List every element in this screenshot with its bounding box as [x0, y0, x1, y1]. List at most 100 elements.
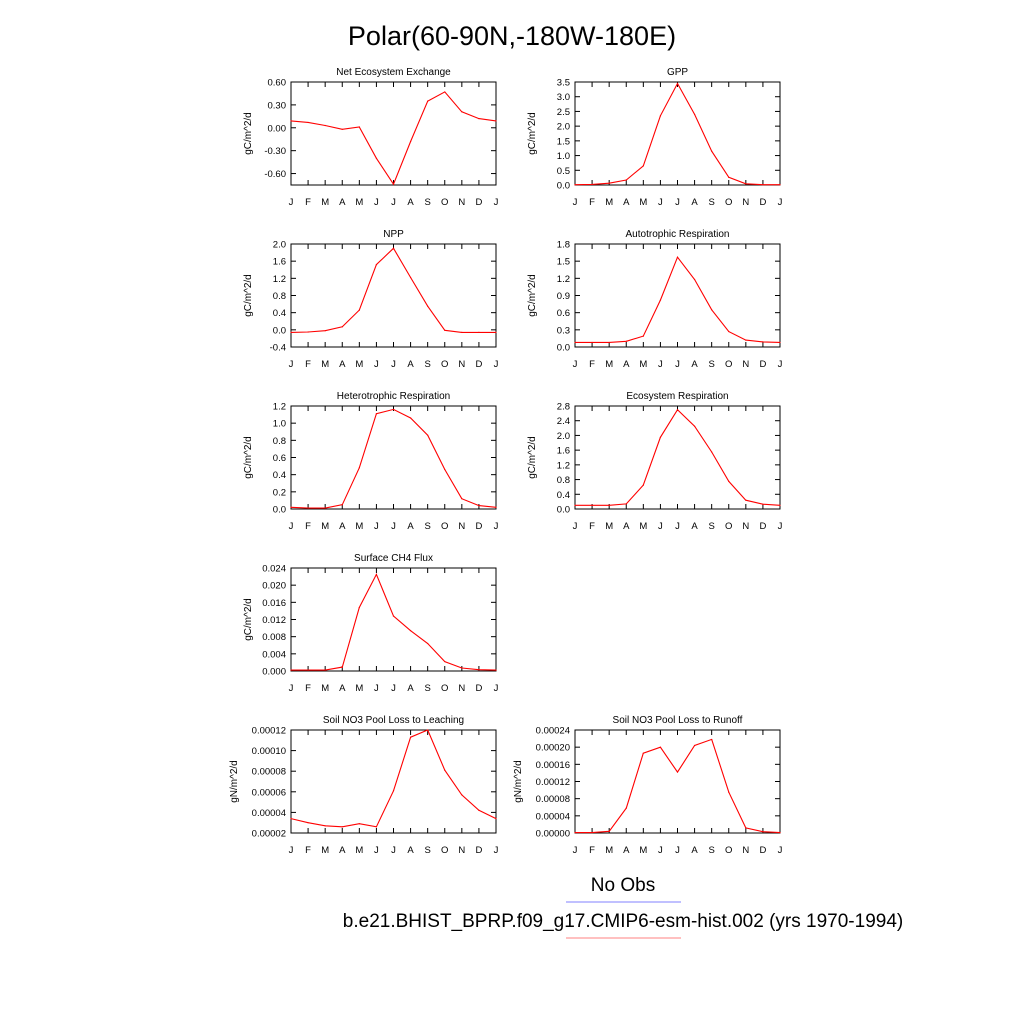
data-point	[375, 826, 378, 828]
x-tick-label: F	[305, 683, 311, 694]
data-point	[392, 247, 395, 249]
x-tick-label: A	[407, 521, 414, 532]
x-tick-label: A	[339, 197, 346, 208]
y-tick-label: 0.5	[557, 166, 570, 177]
y-tick-label: 0.30	[268, 100, 287, 111]
x-tick-label: N	[458, 683, 465, 694]
x-tick-label: D	[759, 359, 766, 370]
data-point	[478, 669, 480, 671]
panel-title: Soil NO3 Pool Loss to Leaching	[323, 715, 464, 726]
data-point	[693, 278, 696, 281]
data-point	[762, 341, 764, 343]
data-point	[358, 823, 360, 825]
data-point	[409, 140, 412, 143]
data-point	[409, 736, 412, 738]
data-point	[659, 299, 662, 301]
x-tick-label: A	[623, 359, 630, 370]
data-point	[461, 498, 463, 500]
data-point	[392, 615, 395, 617]
data-point	[427, 305, 429, 307]
data-point	[307, 669, 309, 671]
data-point	[461, 111, 463, 113]
x-tick-label: A	[407, 359, 414, 370]
x-tick-label: J	[573, 521, 578, 532]
figure-title: Polar(60-90N,-180W-180E)	[348, 21, 676, 51]
series-line	[575, 738, 781, 834]
data-point	[676, 82, 679, 85]
y-axis-label: gC/m^2/d	[243, 112, 254, 155]
y-tick-label: 0.6	[273, 453, 286, 464]
data-point	[341, 826, 343, 828]
y-tick-label: 2.0	[557, 431, 570, 442]
series-line	[291, 573, 497, 671]
data-point	[608, 504, 610, 506]
data-point	[358, 309, 360, 311]
data-point	[307, 822, 309, 824]
data-point	[711, 309, 713, 311]
x-tick-label: J	[289, 845, 294, 856]
series-line	[290, 91, 497, 186]
x-tick-label: J	[391, 683, 396, 694]
x-tick-label: N	[458, 845, 465, 856]
data-point	[392, 183, 395, 185]
data-point	[779, 504, 781, 506]
x-tick-label: N	[458, 197, 465, 208]
panel-title: Net Ecosystem Exchange	[336, 67, 451, 78]
x-tick-label: D	[759, 845, 766, 856]
data-point	[290, 817, 292, 820]
y-tick-label: 0.00010	[252, 746, 286, 757]
data-point	[444, 769, 446, 771]
y-tick-label: 0.00	[268, 123, 287, 134]
data-point	[574, 504, 576, 506]
series-line	[290, 247, 496, 333]
series-line	[290, 729, 497, 828]
y-axis-label: gC/m^2/d	[243, 598, 254, 641]
x-tick-label: O	[441, 359, 448, 370]
y-axis-label: gC/m^2/d	[243, 274, 254, 317]
y-tick-label: 0.8	[557, 475, 570, 486]
x-tick-label: J	[374, 683, 379, 694]
data-point	[574, 831, 576, 834]
x-tick-label: M	[605, 197, 613, 208]
series-line	[575, 408, 781, 506]
data-point	[779, 184, 781, 186]
x-tick-label: A	[407, 845, 414, 856]
y-tick-label: 0.000	[262, 667, 286, 678]
data-point	[591, 183, 593, 186]
y-tick-label: 0.00008	[252, 767, 286, 778]
data-point	[341, 128, 343, 130]
x-tick-label: M	[355, 359, 363, 370]
x-tick-label: S	[708, 521, 714, 532]
x-tick-label: A	[407, 683, 414, 694]
data-point	[444, 91, 446, 93]
data-point	[642, 484, 644, 486]
x-tick-label: J	[675, 845, 680, 856]
x-tick-label: O	[441, 845, 448, 856]
x-tick-label: F	[589, 845, 595, 856]
y-tick-label: 0.00020	[536, 743, 570, 754]
x-tick-label: J	[658, 521, 663, 532]
x-tick-label: F	[589, 359, 595, 370]
x-tick-label: J	[289, 359, 294, 370]
x-tick-label: J	[675, 359, 680, 370]
data-point	[444, 329, 446, 331]
y-tick-label: 0.012	[262, 615, 286, 626]
y-axis-label: gN/m^2/d	[229, 760, 240, 803]
y-axis-label: gN/m^2/d	[513, 760, 524, 803]
x-tick-label: M	[355, 521, 363, 532]
data-point	[358, 126, 360, 128]
data-point	[341, 666, 343, 668]
x-tick-label: J	[374, 359, 379, 370]
x-tick-label: F	[305, 521, 311, 532]
data-point	[779, 831, 781, 834]
data-point	[608, 830, 610, 832]
x-tick-label: S	[424, 845, 430, 856]
x-tick-label: S	[708, 359, 714, 370]
data-point	[478, 504, 480, 507]
data-point	[409, 276, 412, 279]
y-tick-label: 0.0	[273, 325, 286, 336]
x-tick-label: O	[441, 521, 448, 532]
y-tick-label: 0.4	[557, 490, 570, 501]
y-tick-label: 0.00024	[536, 726, 570, 737]
data-point	[762, 503, 764, 505]
